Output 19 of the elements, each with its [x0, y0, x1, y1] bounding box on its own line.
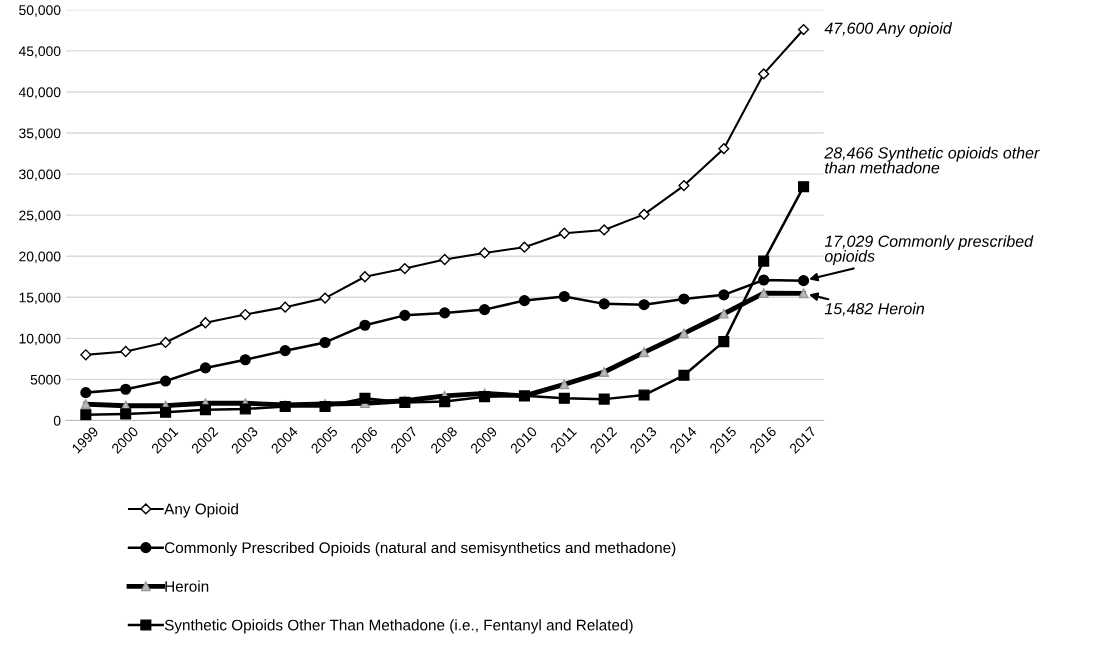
y-tick-label: 10,000	[19, 333, 61, 346]
legend-label: Heroin	[165, 580, 209, 592]
legend-label: Any Opioid	[164, 503, 238, 518]
legend-label: Synthetic Opioids Other Than Methadone (i.e., Fentanyl and Related)	[164, 619, 633, 634]
y-tick-label: 15,000	[19, 292, 61, 305]
y-tick-label: 50,000	[19, 5, 61, 17]
y-tick-label: 45,000	[18, 46, 61, 58]
y-tick-label: 0	[53, 415, 61, 426]
y-tick-label: 20,000	[19, 251, 61, 264]
annotation: 28,466 Synthetic opioids other than methadone	[824, 146, 1040, 174]
y-tick-label: 35,000	[19, 128, 61, 140]
y-tick-label: 40,000	[18, 87, 61, 99]
y-tick-label: 25,000	[19, 210, 61, 222]
annotation: 17,029 Commonly prescribed opioids	[824, 235, 1034, 265]
annotation: 15,482 Heroin	[824, 302, 925, 317]
y-tick-label: 30,000	[19, 169, 61, 181]
annotation: 47,600 Any opioid	[824, 22, 953, 38]
legend-label: Commonly Prescribed Opioids (natural and semisynthetics and methadone)	[164, 541, 676, 557]
y-tick-label: 5000	[30, 374, 61, 385]
